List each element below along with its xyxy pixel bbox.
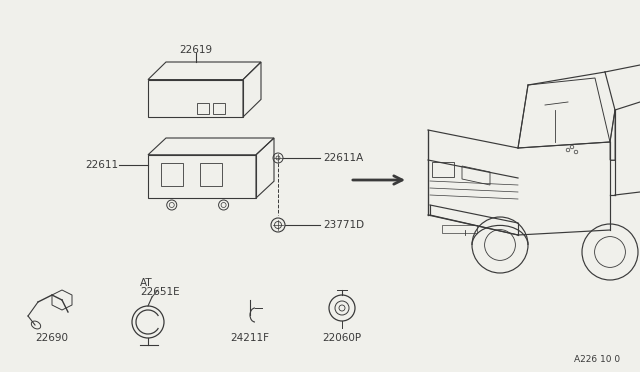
Bar <box>197 103 209 114</box>
Bar <box>442 225 477 233</box>
Text: 23771D: 23771D <box>323 220 364 230</box>
Bar <box>432 162 454 177</box>
Text: 22611: 22611 <box>85 160 118 170</box>
Text: 22611A: 22611A <box>323 153 364 163</box>
Text: 22060P: 22060P <box>323 333 362 343</box>
Bar <box>200 163 222 186</box>
Text: 22690: 22690 <box>35 333 68 343</box>
Bar <box>161 163 183 186</box>
Text: 24211F: 24211F <box>230 333 269 343</box>
Bar <box>212 103 225 114</box>
Text: AT: AT <box>140 278 152 288</box>
Text: A226 10 0: A226 10 0 <box>574 356 620 365</box>
Text: 22619: 22619 <box>179 45 212 55</box>
Text: 22651E: 22651E <box>140 287 180 297</box>
